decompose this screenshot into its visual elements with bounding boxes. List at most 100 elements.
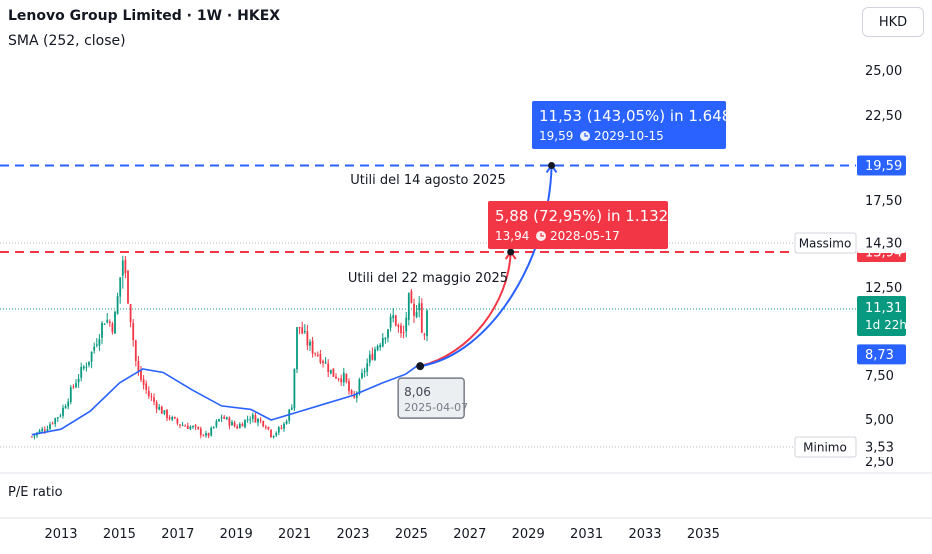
price-candle (420, 303, 423, 333)
projection-change-label-0: 5,88 (72,95%) in 1.132g (495, 207, 678, 225)
clock-icon-hands (584, 133, 588, 137)
price-candle (376, 346, 379, 351)
price-candle (41, 428, 44, 432)
price-candle (160, 406, 163, 414)
projection-target-date-0: 2028-05-17 (550, 229, 620, 243)
price-candle (132, 322, 135, 341)
price-candle (173, 416, 176, 419)
x-tick-label: 2017 (161, 527, 194, 542)
price-candle (95, 344, 98, 346)
price-candle (129, 304, 132, 323)
price-candle (56, 417, 59, 419)
x-tick-label: 2013 (44, 527, 77, 542)
price-candle (267, 426, 270, 430)
y-tick-label: 5,00 (865, 413, 894, 428)
price-candle (197, 426, 200, 429)
price-candle (233, 422, 236, 427)
price-candle (33, 435, 36, 437)
sma-line (31, 363, 421, 436)
price-candle (194, 425, 197, 427)
price-candle (277, 427, 280, 433)
price-candle (374, 349, 376, 360)
x-tick-label: 2025 (395, 527, 428, 542)
price-candle (371, 353, 374, 360)
price-candle (361, 373, 363, 379)
last-price-badge-bg (857, 295, 906, 336)
x-tick-label: 2031 (570, 527, 603, 542)
price-candle (423, 333, 426, 335)
min-label: Minimo (803, 441, 847, 455)
pe-ratio-pane-label: P/E ratio (8, 485, 63, 500)
price-candle (72, 386, 75, 388)
price-candle (303, 330, 306, 333)
price-candle (402, 332, 405, 334)
indicator-legend[interactable]: SMA (252, close) (8, 33, 126, 49)
price-candle (270, 429, 272, 437)
price-candle (210, 427, 213, 436)
currency-button[interactable]: HKD (862, 7, 924, 37)
max-label: Massimo (799, 237, 852, 251)
price-candle (415, 311, 418, 318)
price-candle (90, 351, 93, 362)
x-tick-label: 2035 (687, 527, 720, 542)
price-candle (147, 390, 150, 397)
price-candle (38, 430, 41, 434)
price-candle (309, 341, 311, 346)
price-candle (405, 317, 408, 332)
price-candle (106, 319, 109, 323)
price-candle (394, 315, 397, 326)
price-candle (168, 417, 171, 420)
price-candle (111, 323, 114, 333)
price-candle (426, 310, 428, 337)
price-candle (59, 415, 62, 417)
price-candle (119, 277, 122, 297)
price-candle (215, 421, 218, 427)
price-candle (179, 424, 181, 426)
price-candle (353, 394, 356, 398)
x-tick-label: 2027 (453, 527, 486, 542)
price-candle (223, 416, 226, 419)
price-candle (254, 415, 257, 423)
price-candle (62, 407, 64, 416)
price-candle (67, 401, 70, 407)
symbol-title[interactable]: Lenovo Group Limited · 1W · HKEX (8, 8, 281, 24)
price-candle (264, 426, 267, 428)
clock-icon-hands (540, 233, 544, 237)
price-candle (69, 387, 72, 402)
price-candle (322, 361, 324, 364)
price-candle (51, 423, 54, 425)
y-tick-label: 22,50 (865, 109, 902, 124)
price-candle (225, 417, 228, 420)
anchor-date-label: 2025-04-07 (404, 401, 468, 414)
projection-curve-1[interactable] (419, 165, 553, 368)
price-candle (379, 344, 382, 348)
price-candle (54, 418, 57, 424)
price-candle (64, 406, 67, 409)
price-candle (155, 402, 158, 409)
price-candle (337, 378, 340, 380)
anchor-point[interactable] (416, 362, 425, 371)
price-candle (301, 327, 304, 334)
price-candle (418, 303, 421, 311)
price-candle (358, 379, 361, 394)
projection-target-value-1: 19,59 (539, 129, 573, 143)
price-candle (108, 321, 111, 324)
price-candle (342, 372, 345, 383)
price-candle (150, 396, 153, 398)
price-candle (212, 426, 215, 428)
price-candle (283, 423, 285, 429)
price-candle (163, 410, 166, 414)
price-candle (324, 362, 327, 364)
projection-curve-0[interactable] (419, 251, 512, 368)
price-candle (192, 426, 194, 428)
price-candle (101, 322, 103, 338)
x-tick-label: 2021 (278, 527, 311, 542)
price-candle (332, 368, 335, 377)
x-tick-label: 2023 (336, 527, 369, 542)
price-candle (98, 339, 101, 346)
price-candle (335, 376, 337, 379)
y-tick-label: 7,50 (865, 369, 894, 384)
projection-endpoint-1 (548, 161, 556, 169)
